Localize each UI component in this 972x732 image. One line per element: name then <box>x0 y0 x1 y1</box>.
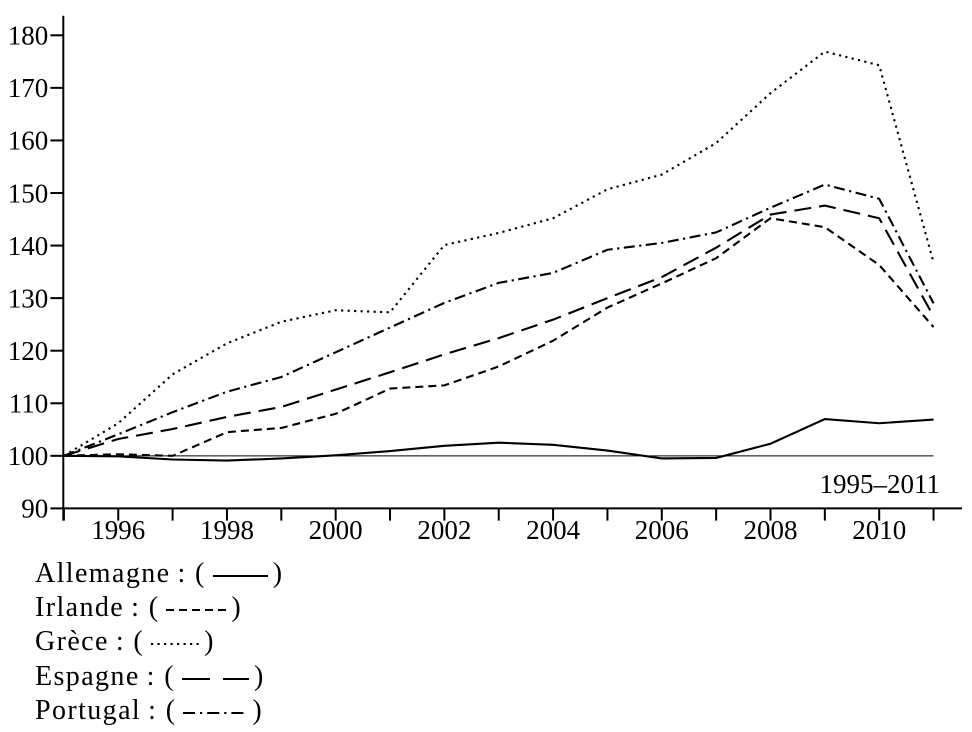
legend-colon: : <box>139 660 165 692</box>
legend-sample-long-dash-line <box>181 677 249 680</box>
x-tick-label-2006: 2006 <box>635 515 689 545</box>
legend-close-paren: ) <box>252 694 264 726</box>
legend-open-paren: ( <box>164 660 175 692</box>
legend-open-paren: ( <box>165 694 177 726</box>
x-tick-label-1998: 1998 <box>200 515 254 545</box>
legend-label-irlande: Irlande <box>35 592 125 624</box>
legend-label-grece: Grèce <box>35 626 109 658</box>
chart-legend: Allemagne : () Irlande : () Grèce : () E… <box>35 557 284 728</box>
legend-open-paren: ( <box>133 626 145 658</box>
chart-axes: 90 100 110 120 130 140 150 160 170 180 1996 1998 200… <box>8 15 962 545</box>
x-tick-label-2000: 2000 <box>309 515 363 545</box>
y-tick-label-150: 150 <box>8 178 49 208</box>
legend-item-espagne: Espagne : () <box>35 660 284 694</box>
y-tick-label-90: 90 <box>21 494 48 524</box>
legend-sample-short-dash-line <box>166 609 227 612</box>
legend-sample-dotted-line <box>151 643 200 646</box>
y-tick-label-160: 160 <box>8 126 49 156</box>
legend-colon: : <box>141 694 166 726</box>
legend-label-portugal: Portugal <box>35 694 142 726</box>
legend-item-portugal: Portugal : () <box>35 694 284 728</box>
line-chart: 90 100 110 120 130 140 150 160 170 180 1996 1998 200… <box>8 15 962 545</box>
series-line-irlande <box>63 217 935 457</box>
chart-series <box>63 50 935 462</box>
legend-label-allemagne: Allemagne <box>35 558 171 590</box>
series-line-espagne <box>63 204 935 457</box>
x-tick-label-2002: 2002 <box>417 515 471 545</box>
series-line-portugal <box>63 183 935 457</box>
y-tick-label-130: 130 <box>8 283 49 313</box>
legend-colon: : <box>124 592 149 624</box>
legend-colon: : <box>108 626 134 658</box>
y-tick-label-140: 140 <box>8 231 49 261</box>
legend-open-paren: ( <box>148 592 160 624</box>
y-tick-label-120: 120 <box>8 336 49 366</box>
legend-colon: : <box>170 558 196 590</box>
x-tick-label-2010: 2010 <box>852 515 906 545</box>
legend-item-irlande: Irlande : () <box>35 591 284 625</box>
series-line-grece <box>63 50 935 457</box>
y-tick-label-100: 100 <box>8 441 49 471</box>
legend-open-paren: ( <box>195 558 206 590</box>
legend-close-paren: ) <box>253 660 265 692</box>
legend-item-grece: Grèce : () <box>35 625 284 659</box>
y-tick-label-180: 180 <box>8 21 49 51</box>
x-tick-label-1996: 1996 <box>91 515 145 545</box>
legend-item-allemagne: Allemagne : () <box>35 557 284 591</box>
x-tick-label-2004: 2004 <box>526 515 581 545</box>
legend-close-paren: ) <box>272 558 284 590</box>
legend-close-paren: ) <box>231 592 243 624</box>
series-line-allemagne <box>63 417 934 462</box>
y-tick-label-170: 170 <box>8 73 49 103</box>
legend-label-espagne: Espagne <box>35 660 140 692</box>
x-tick-label-2008: 2008 <box>743 515 797 545</box>
legend-sample-dash-dot-line <box>183 711 248 714</box>
legend-sample-solid-line <box>212 575 268 578</box>
y-tick-label-110: 110 <box>9 389 49 419</box>
period-annotation: 1995–2011 <box>820 469 941 499</box>
legend-close-paren: ) <box>204 626 215 658</box>
